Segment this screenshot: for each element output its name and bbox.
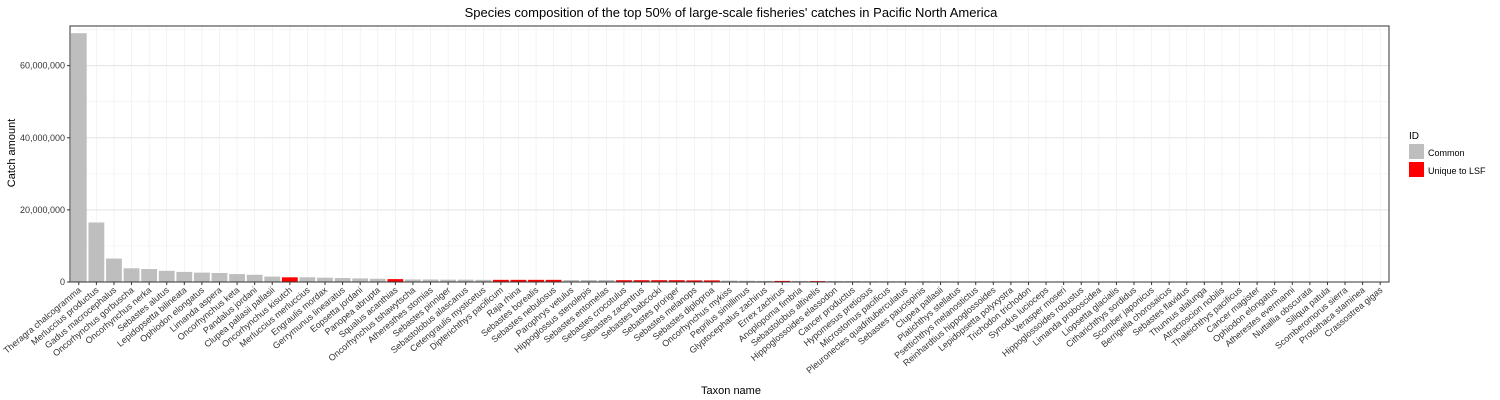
y-axis: 0 20,000,000 40,000,000 60,000,000 — [20, 61, 70, 287]
bar — [774, 280, 791, 282]
bar — [616, 280, 632, 282]
bar — [211, 272, 228, 282]
x-axis-title: Taxon name — [701, 385, 761, 397]
chart-title: Species composition of the top 50% of la… — [465, 5, 999, 20]
bar — [193, 272, 210, 282]
bar — [545, 279, 562, 282]
legend-swatch-common — [1409, 144, 1424, 159]
bar — [264, 276, 281, 282]
bar — [686, 280, 703, 282]
bar — [721, 280, 738, 282]
bar — [563, 280, 580, 282]
bar — [791, 280, 808, 282]
bar — [88, 222, 105, 282]
legend-title: ID — [1409, 131, 1419, 142]
bar — [528, 279, 544, 282]
y-axis-title: Catch amount — [6, 119, 18, 187]
bar — [123, 268, 140, 282]
bar — [492, 279, 509, 282]
bar — [510, 279, 527, 282]
bar — [70, 33, 87, 282]
bar — [580, 280, 597, 282]
bar — [141, 269, 158, 282]
legend-label-unique: Unique to LSF — [1428, 166, 1486, 176]
bar — [387, 279, 404, 282]
bar — [405, 279, 421, 282]
y-tick-label: 60,000,000 — [20, 61, 65, 71]
legend: ID Common Unique to LSF — [1409, 131, 1486, 177]
legend-label-common: Common — [1428, 148, 1465, 158]
bar — [176, 271, 193, 282]
bar — [106, 258, 122, 282]
bar — [317, 277, 333, 282]
bar — [369, 278, 386, 282]
bar — [633, 280, 650, 282]
bar — [229, 274, 245, 282]
bar — [668, 280, 685, 282]
bar — [334, 278, 351, 282]
bar — [422, 279, 439, 282]
bar — [651, 280, 668, 282]
bar — [246, 274, 263, 282]
y-tick-label: 0 — [60, 277, 65, 287]
y-tick-label: 40,000,000 — [20, 133, 65, 143]
bar — [739, 280, 756, 282]
bar — [299, 277, 316, 282]
bar — [756, 280, 773, 282]
y-tick-label: 20,000,000 — [20, 205, 65, 215]
bar — [457, 279, 474, 282]
bar — [703, 280, 720, 282]
bar — [281, 277, 298, 282]
legend-swatch-unique — [1409, 162, 1424, 177]
bar — [158, 270, 175, 282]
bar — [475, 279, 492, 282]
bar — [598, 280, 615, 282]
bar — [440, 279, 457, 282]
bar — [352, 278, 369, 282]
plot-panel — [69, 25, 1390, 283]
